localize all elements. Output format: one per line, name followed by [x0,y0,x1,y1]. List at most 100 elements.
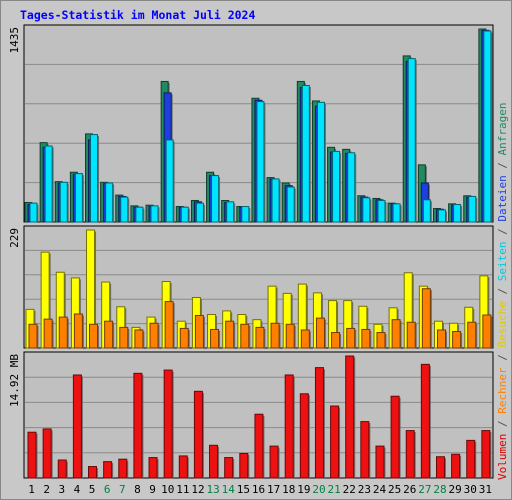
bar-visits-seiten-4 [73,313,83,349]
bar-volume-volumen-21 [330,405,340,479]
bar-requests-seiten-20 [316,101,325,223]
bar-requests-seiten-25 [392,203,401,223]
bar-requests-seiten-18 [286,186,295,223]
x-tick-label-22: 22 [343,483,356,496]
x-tick-label-16: 16 [252,483,265,496]
x-tick-label-15: 15 [237,483,250,496]
bar-visits-seiten-6 [104,320,114,349]
bar-visits-seiten-21 [331,332,341,349]
bar-requests-seiten-13 [211,175,220,223]
bar-volume-volumen-26 [405,430,415,479]
x-tick-label-2: 2 [43,483,50,496]
bar-volume-volumen-28 [435,456,445,479]
bar-visits-seiten-15 [240,323,250,349]
legend-entry-4: Besuche [496,301,509,347]
x-tick-label-8: 8 [134,483,141,496]
bar-volume-volumen-17 [269,445,279,479]
bar-visits-seiten-14 [225,320,235,349]
bar-visits-seiten-1 [28,323,38,349]
bar-requests-seiten-7 [120,196,129,223]
bar-requests-seiten-16 [256,101,265,223]
bar-requests-seiten-31 [483,30,492,223]
bar-visits-seiten-31 [482,314,492,349]
bar-requests-seiten-3 [59,181,68,223]
x-tick-label-11: 11 [176,483,189,496]
bar-visits-seiten-27 [421,288,431,349]
x-tick-label-9: 9 [149,483,156,496]
bar-visits-seiten-8 [134,329,144,349]
bar-visits-seiten-29 [452,331,462,349]
x-tick-label-17: 17 [267,483,280,496]
bar-volume-volumen-24 [375,445,385,479]
bar-visits-seiten-10 [164,301,174,349]
legend-entry-3: / [496,348,509,368]
x-tick-label-21: 21 [328,483,341,496]
bar-visits-seiten-20 [315,317,325,349]
x-tick-label-29: 29 [449,483,462,496]
bar-volume-volumen-3 [57,459,67,479]
bar-requests-seiten-2 [44,145,53,223]
bar-visits-seiten-13 [210,328,220,349]
bar-requests-seiten-19 [301,84,310,223]
bar-visits-seiten-7 [119,326,129,349]
x-tick-label-26: 26 [403,483,416,496]
bar-visits-seiten-22 [346,327,356,349]
bar-volume-volumen-18 [284,374,294,479]
legend-entry-5: / [496,281,509,301]
bar-volume-volumen-4 [72,374,82,479]
bar-visits-seiten-28 [436,329,446,349]
bar-volume-volumen-27 [420,363,430,479]
bar-volume-volumen-22 [345,355,355,479]
bar-visits-seiten-30 [467,321,477,349]
bar-requests-seiten-26 [407,58,416,223]
bar-volume-volumen-7 [118,458,128,479]
bar-requests-seiten-28 [437,209,446,223]
legend-entry-9: / [496,155,509,175]
bar-volume-volumen-15 [239,452,249,479]
bar-volume-volumen-31 [481,430,491,479]
bar-requests-seiten-22 [347,152,356,223]
bar-volume-volumen-2 [42,428,52,479]
bar-visits-seiten-24 [376,332,386,349]
legend-entry-6: Seiten [496,242,509,282]
legend-entry-10: Anfragen [496,102,509,155]
bar-volume-volumen-25 [390,395,400,479]
bar-volume-volumen-10 [163,369,173,479]
bar-requests-seiten-17 [271,178,280,223]
bar-volume-volumen-9 [148,457,158,479]
bar-requests-seiten-12 [195,202,204,223]
bar-visits-seiten-23 [361,328,371,349]
bar-visits-seiten-17 [270,322,280,349]
bar-requests-seiten-11 [180,206,189,223]
bar-volume-volumen-8 [133,372,143,479]
x-tick-label-7: 7 [119,483,126,496]
bar-requests-seiten-24 [377,199,386,223]
x-tick-label-25: 25 [388,483,401,496]
bar-requests-seiten-29 [453,204,462,223]
bar-volume-volumen-12 [193,390,203,479]
bar-volume-volumen-14 [224,457,234,479]
legend-entry-2: Rechner [496,367,509,414]
bar-volume-volumen-19 [299,393,309,479]
x-tick-label-10: 10 [161,483,174,496]
bar-requests-seiten-27 [422,199,431,223]
bar-requests-seiten-30 [468,195,477,223]
bar-volume-volumen-1 [27,431,37,479]
bar-volume-volumen-16 [254,413,264,479]
bar-volume-volumen-30 [466,439,476,479]
chart-title: Tages-Statistik im Monat Juli 2024 [20,8,256,22]
x-tick-label-28: 28 [433,483,446,496]
x-tick-label-14: 14 [222,483,236,496]
legend-entry-8: Dateien [496,175,509,221]
bar-requests-seiten-9 [150,205,159,223]
x-tick-label-23: 23 [358,483,371,496]
x-tick-label-18: 18 [282,483,295,496]
bar-visits-seiten-26 [406,321,416,349]
bar-visits-seiten-3 [58,316,68,349]
bar-requests-seiten-4 [74,173,83,223]
right-legend: Volumen / Rechner / Besuche / Seiten / D… [496,102,509,480]
bar-visits-seiten-25 [391,319,401,349]
bar-volume-volumen-5 [88,466,98,479]
bar-visits-seiten-19 [300,329,310,349]
